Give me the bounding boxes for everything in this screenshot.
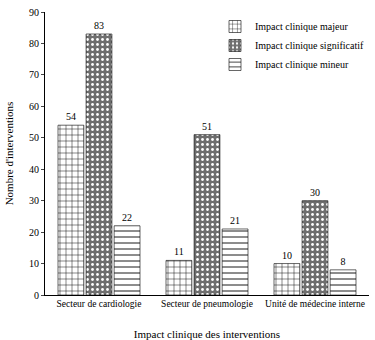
svg-text:Unité de médecine interne: Unité de médecine interne [265,299,365,309]
svg-text:22: 22 [122,212,132,223]
svg-text:10: 10 [29,258,39,269]
svg-text:Impact clinique significatif: Impact clinique significatif [255,40,364,51]
svg-text:10: 10 [282,250,292,261]
svg-text:30: 30 [29,195,39,206]
svg-text:Impact clinique mineur: Impact clinique mineur [255,59,349,70]
svg-text:30: 30 [310,187,320,198]
svg-text:80: 80 [29,38,39,49]
svg-text:21: 21 [230,215,240,226]
svg-text:Impact clinique des interventi: Impact clinique des interventions [134,328,280,340]
svg-text:70: 70 [29,69,39,80]
svg-text:60: 60 [29,101,39,112]
svg-text:20: 20 [29,227,39,238]
svg-text:Secteur de pneumologie: Secteur de pneumologie [161,299,253,309]
svg-text:51: 51 [202,121,212,132]
svg-text:Impact clinique majeur: Impact clinique majeur [255,21,348,32]
svg-text:50: 50 [29,132,39,143]
svg-text:83: 83 [94,20,104,31]
svg-text:0: 0 [34,290,39,301]
svg-text:Nombre d'interventions: Nombre d'interventions [3,102,15,206]
svg-text:54: 54 [66,111,76,122]
svg-text:40: 40 [29,164,39,175]
svg-text:8: 8 [341,256,346,267]
svg-text:90: 90 [29,7,39,18]
svg-text:Secteur de cardiologie: Secteur de cardiologie [57,299,142,309]
svg-text:11: 11 [174,246,184,257]
